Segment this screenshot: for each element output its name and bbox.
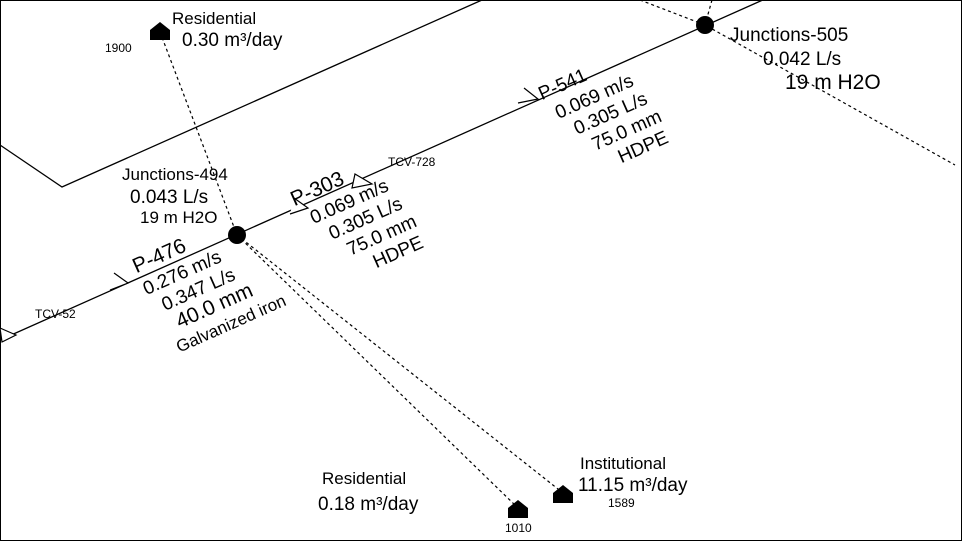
junction-head: 19 m H2O [140, 208, 217, 227]
service-line [236, 234, 519, 509]
demand-type: Residential [172, 9, 256, 28]
junction-node [228, 226, 246, 244]
demand-id: 1010 [505, 521, 532, 535]
valve-label: TCV-52 [35, 307, 76, 321]
valve-label: TCV-728 [388, 155, 436, 169]
customer-icon [150, 22, 170, 40]
service-line [639, 0, 956, 166]
demand-type: Institutional [580, 454, 666, 473]
demand-id: 1900 [105, 41, 132, 55]
pipe-label-group: P-541 0.069 m/s 0.305 L/s 75.0 mm HDPE [535, 65, 671, 168]
service-line [159, 31, 238, 236]
junction-flow: 0.042 L/s [763, 49, 841, 70]
demand-value: 0.30 m³/day [182, 30, 283, 51]
demand-id: 1589 [608, 496, 635, 510]
junction-head: 19 m H2O [785, 71, 881, 94]
flow-arrow [517, 87, 540, 104]
valve-symbol [351, 173, 374, 189]
flow-arrow [109, 272, 130, 291]
demand-value: 11.15 m³/day [578, 475, 688, 496]
boundary-line [0, 0, 483, 188]
customer-icon [508, 500, 528, 518]
valve-symbol [0, 327, 18, 343]
customer-icon [553, 485, 573, 503]
main-pipe [0, 0, 765, 341]
junction-label: Junctions-505 [730, 25, 848, 46]
junction-label: Junctions-494 [122, 165, 228, 184]
demand-type: Residential [322, 469, 406, 488]
demand-value: 0.18 m³/day [318, 494, 419, 515]
flow-arrow [289, 197, 310, 215]
service-line [704, 0, 713, 26]
junction-flow: 0.043 L/s [130, 187, 208, 208]
junction-node [696, 16, 714, 34]
